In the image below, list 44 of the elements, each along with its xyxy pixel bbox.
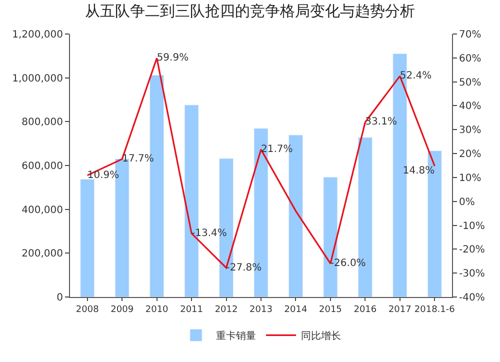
x-tick-label: 2015 [318,304,342,315]
y2-tick-label: 60% [459,53,482,64]
y2-tick-label: -30% [459,268,485,280]
y2-tick-label: 0% [459,196,475,208]
data-label: 17.7% [122,154,154,165]
x-tick-label: 2009 [110,304,134,315]
y-tick-label: 400,000 [22,204,63,216]
x-tick-label: 2017 [388,304,412,315]
x-tick-label: 2012 [214,304,238,315]
data-label: 21.7% [261,144,293,155]
y-tick-label: 1,200,000 [12,30,63,40]
legend-label: 同比增长 [301,330,341,342]
y2-tick-label: 70% [459,30,482,40]
data-label: 52.4% [400,70,432,82]
y2-tick-label: -10% [459,220,485,232]
data-label: -13.4% [192,228,227,239]
bar [80,179,95,297]
data-label: 59.9% [156,52,189,64]
legend-label: 重卡销量 [216,330,256,342]
y2-tick-label: 50% [459,77,482,88]
x-tick-label: 2018.1-6 [414,304,456,315]
x-tick-label: 2014 [284,304,308,315]
data-label: -27.8% [226,262,262,274]
y2-tick-label: 40% [459,101,482,112]
y-tick-label: 200,000 [22,248,63,260]
y-tick-label: 0 [56,292,63,304]
y-tick-label: 1,000,000 [12,73,63,84]
x-tick-label: 2011 [180,304,204,315]
x-tick-label: 2010 [145,304,169,315]
x-tick-label: 2008 [76,304,100,315]
y-tick-label: 800,000 [22,117,63,128]
data-label: 14.8% [402,165,435,176]
data-label: -26.0% [330,258,366,270]
x-tick-label: 2016 [354,304,377,315]
y2-tick-label: -20% [459,244,485,256]
data-label: 33.1% [365,116,397,128]
y2-tick-label: 20% [459,149,482,160]
y-tick-label: 600,000 [22,161,63,172]
y2-tick-label: 30% [459,125,482,136]
x-tick-label: 2013 [250,304,272,315]
y2-tick-label: -40% [459,292,485,304]
data-label: 10.9% [87,170,120,181]
chart-title: 从五队争二到三队抢四的竞争格局变化与趋势分析 [85,2,415,20]
y2-tick-label: 10% [459,172,482,184]
